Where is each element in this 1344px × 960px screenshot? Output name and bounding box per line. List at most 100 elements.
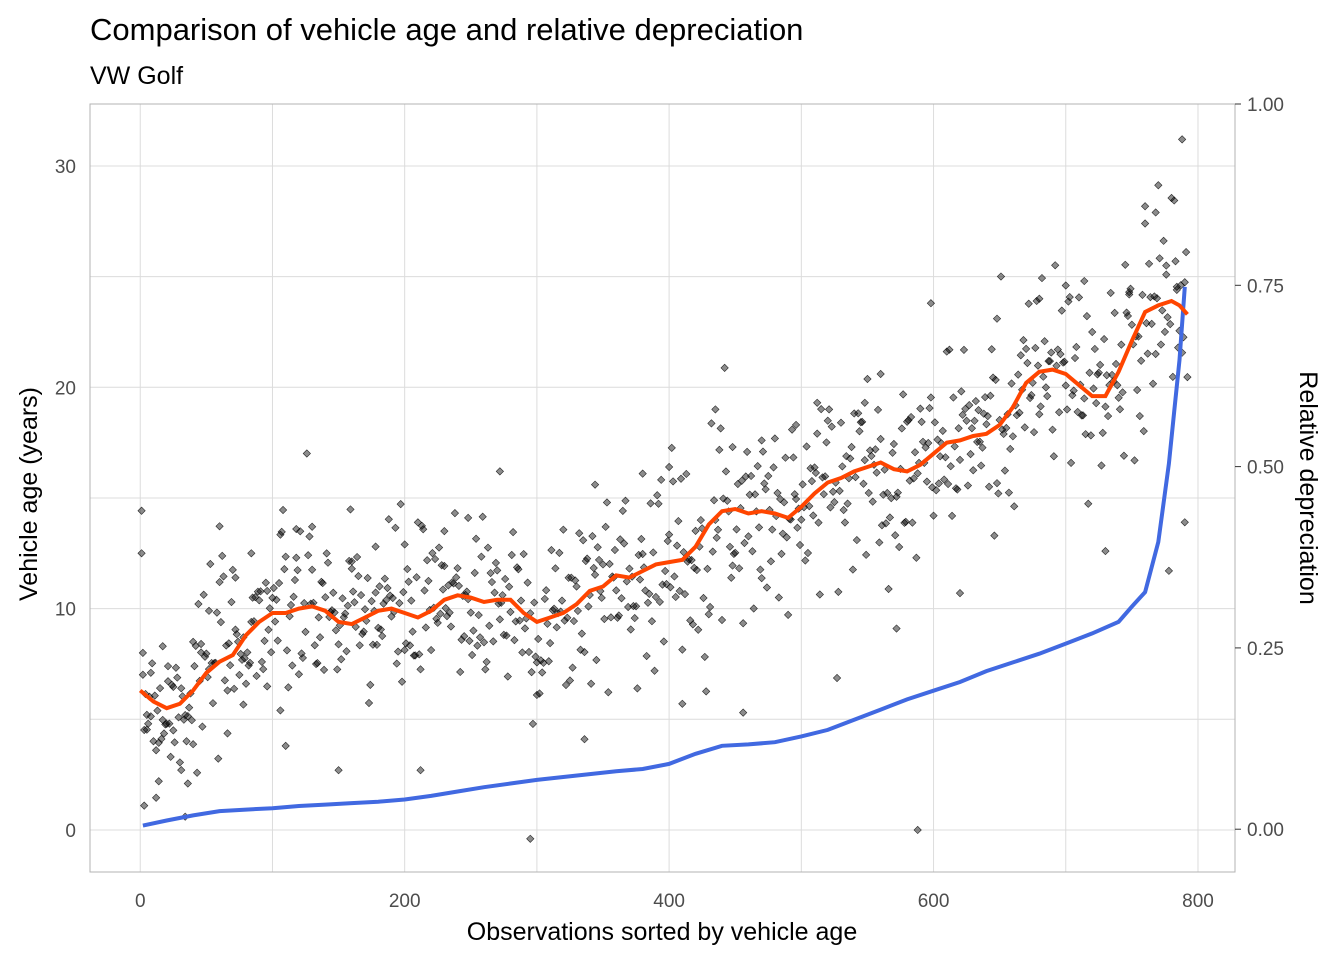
scatter-point <box>905 476 914 485</box>
scatter-point <box>688 620 698 629</box>
scatter-point <box>223 686 232 695</box>
scatter-point <box>333 665 342 674</box>
y-tick-label: 10 <box>55 600 76 621</box>
scatter-point <box>871 445 880 454</box>
scatter-point <box>1152 294 1162 303</box>
scatter-point <box>1135 411 1144 421</box>
scatter-point <box>1016 351 1025 360</box>
scatter-point <box>748 547 757 556</box>
scatter-point <box>865 446 875 455</box>
scatter-point <box>877 521 887 530</box>
scatter-point <box>774 593 783 602</box>
scatter-point <box>757 574 766 583</box>
scatter-point <box>801 556 810 565</box>
scatter-point <box>856 418 865 427</box>
scatter-point <box>228 565 237 574</box>
scatter-point <box>1154 181 1163 190</box>
scatter-point <box>232 630 241 639</box>
scatter-point <box>713 525 723 534</box>
scatter-point <box>913 825 922 835</box>
scatter-point <box>169 682 178 691</box>
scatter-point <box>712 533 721 542</box>
scatter-point <box>590 480 600 489</box>
scatter-point <box>610 545 620 555</box>
scatter-point <box>946 462 955 471</box>
scatter-point <box>565 676 575 685</box>
scatter-point <box>744 532 753 541</box>
scatter-point <box>495 615 504 624</box>
scatter-point <box>576 645 585 654</box>
scatter-point <box>1012 411 1021 420</box>
scatter-point <box>982 420 991 429</box>
scatter-point <box>532 690 541 700</box>
scatter-point <box>177 765 186 775</box>
scatter-point <box>235 670 244 680</box>
scatter-point <box>391 523 400 532</box>
scatter-point <box>1101 402 1110 411</box>
scatter-point <box>847 442 856 452</box>
scatter-point <box>912 553 921 562</box>
scatter-point <box>1027 391 1036 400</box>
scatter-point <box>190 662 199 671</box>
scatter-point <box>828 487 838 496</box>
scatter-point <box>427 645 436 655</box>
scatter-point <box>215 577 224 587</box>
scatter-point <box>864 488 873 498</box>
scatter-point <box>1117 340 1126 349</box>
scatter-point <box>909 474 918 483</box>
scatter-point <box>635 575 645 584</box>
scatter-point <box>1127 320 1136 329</box>
scatter-point <box>1146 293 1155 302</box>
scatter-point <box>363 573 372 583</box>
scatter-point <box>140 725 149 735</box>
scatter-point <box>555 548 564 557</box>
scatter-point <box>649 548 658 557</box>
scatter-point <box>216 618 225 627</box>
scatter-point <box>885 513 895 522</box>
scatter-point <box>396 499 405 509</box>
scatter-point <box>843 499 852 508</box>
scatter-point <box>267 648 276 657</box>
scatter-point <box>791 420 801 430</box>
scatter-point <box>532 658 541 667</box>
scatter-point <box>929 511 938 520</box>
scatter-point <box>507 550 516 560</box>
scatter-point <box>802 442 811 451</box>
scatter-point <box>380 574 389 583</box>
scatter-point <box>867 451 876 461</box>
scatter-point <box>199 590 208 599</box>
scatter-point <box>297 649 306 658</box>
scatter-point <box>397 677 407 686</box>
scatter-point <box>1142 319 1151 328</box>
scatter-point <box>1072 342 1081 352</box>
scatter-point <box>322 549 331 558</box>
scatter-point <box>928 483 937 492</box>
scatter-point <box>411 651 420 660</box>
scatter-point <box>978 443 987 452</box>
scatter-point <box>949 393 958 402</box>
scatter-point <box>1047 348 1056 357</box>
scatter-point <box>618 506 627 516</box>
scatter-point <box>708 547 717 556</box>
scatter-point <box>634 550 643 560</box>
scatter-point <box>173 673 182 682</box>
scatter-point <box>588 532 597 541</box>
scatter-point <box>813 398 822 407</box>
depreciation-line <box>142 286 1187 828</box>
scatter-point <box>449 579 458 588</box>
scatter-point <box>1048 425 1057 434</box>
scatter-point <box>374 623 383 633</box>
scatter-point <box>452 573 461 582</box>
scatter-point <box>892 624 901 633</box>
scatter-point <box>947 511 957 520</box>
scatter-point <box>666 583 675 592</box>
scatter-point <box>1029 428 1039 437</box>
scatter-point <box>359 627 368 636</box>
scatter-point <box>471 534 481 543</box>
scatter-point <box>519 549 528 559</box>
scatter-point <box>214 754 223 763</box>
scatter-point <box>690 563 699 572</box>
scatter-point <box>580 647 589 657</box>
scatter-point <box>904 416 913 425</box>
